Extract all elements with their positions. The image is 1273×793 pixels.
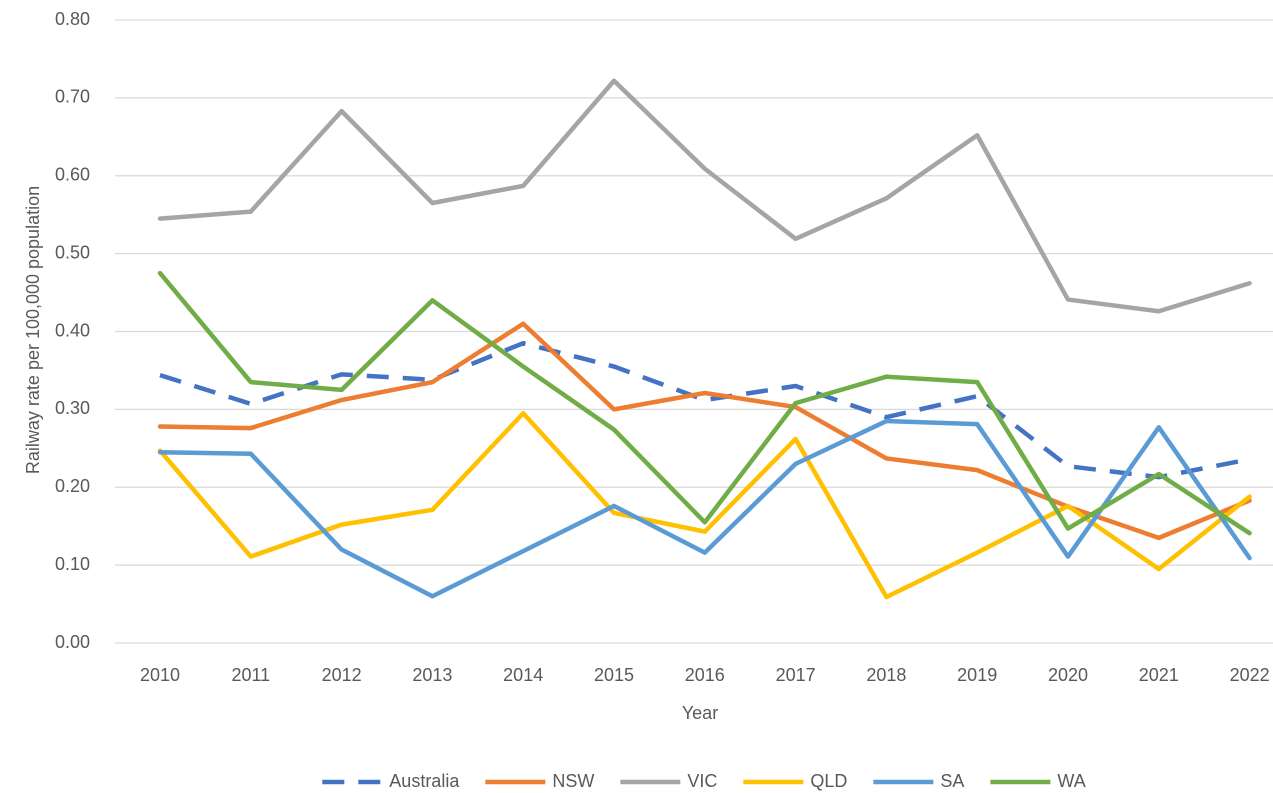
x-axis-title: Year [682,703,718,723]
legend-label: SA [940,771,964,791]
legend-label: VIC [687,771,717,791]
x-tick-label: 2011 [231,665,270,685]
x-tick-label: 2020 [1048,665,1088,685]
y-tick-label: 0.00 [55,632,90,652]
x-tick-label: 2013 [412,665,452,685]
x-tick-label: 2019 [957,665,997,685]
legend: Australia NSW VIC QLD SA WA [322,771,1086,791]
x-tick-label: 2012 [322,665,362,685]
y-tick-label: 0.30 [55,398,90,418]
legend-label: QLD [810,771,847,791]
series-line [157,418,1252,599]
series-line [157,270,1252,536]
x-tick-label: 2015 [594,665,634,685]
y-axis-title: Railway rate per 100,000 population [23,186,43,474]
legend-label: NSW [552,771,594,791]
x-tick-label: 2021 [1139,665,1179,685]
legend-label: Australia [389,771,460,791]
x-tick-label: 2017 [776,665,816,685]
y-tick-label: 0.40 [55,320,90,340]
x-tick-label: 2022 [1230,665,1270,685]
y-tick-label: 0.80 [55,9,90,29]
y-tick-label: 0.60 [55,165,90,185]
x-tick-label: 2016 [685,665,725,685]
y-tick-label: 0.70 [55,87,90,107]
series-line [157,78,1252,314]
y-tick-label: 0.50 [55,242,90,262]
x-tick-label: 2018 [866,665,906,685]
y-tick-label: 0.10 [55,554,90,574]
y-tick-label: 0.20 [55,476,90,496]
x-tick-label: 2010 [140,665,180,685]
legend-label: WA [1057,771,1085,791]
series-line [157,321,1252,541]
x-tick-label: 2014 [503,665,543,685]
series-line [159,340,1251,480]
series-line [157,411,1252,600]
